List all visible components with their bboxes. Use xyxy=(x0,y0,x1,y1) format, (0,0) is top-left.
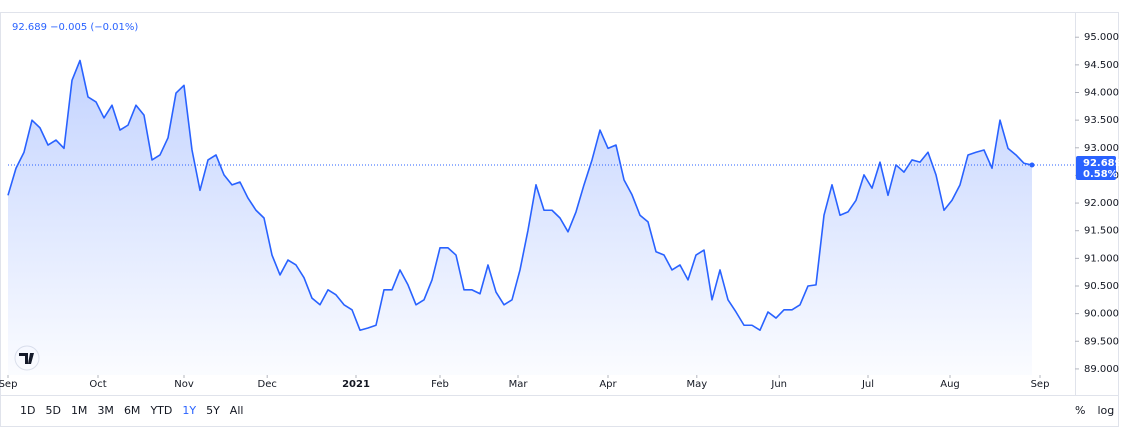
x-tick-label: Nov xyxy=(174,379,194,390)
last-price-dot xyxy=(1029,162,1035,168)
range-button[interactable]: 6M xyxy=(124,404,141,417)
y-tick-label: 89.500 xyxy=(1084,336,1119,347)
range-button[interactable]: 5D xyxy=(45,404,60,417)
y-tick-label: 94.000 xyxy=(1084,88,1119,99)
range-button[interactable]: 1D xyxy=(20,404,35,417)
y-tick-label: 91.000 xyxy=(1084,253,1119,264)
x-tick-label: Jun xyxy=(770,379,787,390)
y-tick-label: 89.000 xyxy=(1084,364,1119,375)
y-tick-label: 94.500 xyxy=(1084,60,1119,71)
line xyxy=(7,59,1033,332)
price-tag-value: 92.689 xyxy=(1083,158,1122,169)
scale-button[interactable]: log xyxy=(1097,404,1114,417)
axes: 95.00094.50094.00093.50093.00092.50092.0… xyxy=(0,32,1122,390)
x-tick-label: Dec xyxy=(258,379,277,390)
range-button[interactable]: 3M xyxy=(97,404,114,417)
range-button[interactable]: YTD xyxy=(149,404,172,417)
range-button[interactable]: 1Y xyxy=(182,404,196,417)
y-tick-label: 93.000 xyxy=(1084,143,1119,154)
x-tick-label: Sep xyxy=(0,379,17,390)
x-tick-label: 2021 xyxy=(342,379,370,390)
x-tick-label: Oct xyxy=(89,379,106,390)
y-tick-label: 91.500 xyxy=(1084,226,1119,237)
frame xyxy=(0,12,1119,427)
range-button[interactable]: 5Y xyxy=(206,404,220,417)
x-tick-label: Sep xyxy=(1031,379,1050,390)
x-tick-label: Mar xyxy=(509,379,529,390)
x-tick-label: Apr xyxy=(599,379,617,390)
y-tick-label: 90.000 xyxy=(1084,309,1119,320)
y-tick-label: 93.500 xyxy=(1084,115,1119,126)
plot xyxy=(7,59,1075,375)
range-button[interactable]: 1M xyxy=(71,404,88,417)
y-tick-label: 90.500 xyxy=(1084,281,1119,292)
range-button[interactable]: All xyxy=(230,404,244,417)
x-tick-label: Jul xyxy=(861,379,874,390)
x-tick-label: Feb xyxy=(431,379,449,390)
area xyxy=(8,60,1032,375)
scale-button[interactable]: % xyxy=(1075,404,1085,417)
price-tag xyxy=(1076,155,1116,180)
x-tick-label: Aug xyxy=(940,379,960,390)
y-tick-label: 95.000 xyxy=(1084,32,1119,43)
x-tick-label: May xyxy=(686,379,707,390)
chart-title: 92.689 −0.005 (−0.01%) xyxy=(12,22,138,33)
price-tag-change: 0.58% xyxy=(1083,169,1118,180)
y-tick-label: 92.000 xyxy=(1084,198,1119,209)
